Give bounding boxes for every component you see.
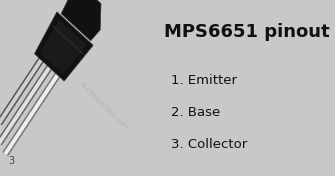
Polygon shape [35, 12, 93, 81]
Text: MPS6651 pinout: MPS6651 pinout [164, 23, 330, 41]
Text: 2. Base: 2. Base [172, 106, 221, 119]
Text: 3. Collector: 3. Collector [172, 138, 248, 151]
Text: 1. Emitter: 1. Emitter [172, 74, 238, 87]
Polygon shape [61, 0, 101, 41]
Polygon shape [40, 19, 87, 75]
Text: 3: 3 [8, 156, 14, 166]
Text: el-component.com: el-component.com [79, 80, 130, 131]
